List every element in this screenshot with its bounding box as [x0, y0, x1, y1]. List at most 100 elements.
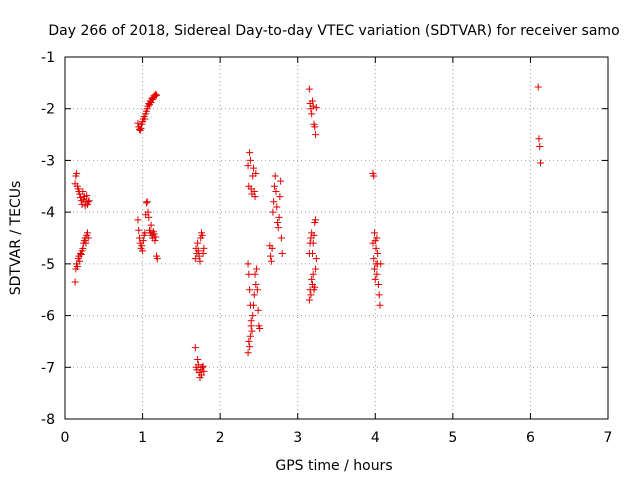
data-point — [152, 233, 160, 241]
data-point — [84, 198, 92, 206]
x-tick-label: 3 — [293, 430, 302, 446]
data-point — [135, 234, 143, 242]
data-point — [151, 237, 159, 245]
data-point — [244, 162, 252, 170]
data-point — [278, 250, 286, 258]
data-point — [77, 194, 85, 202]
data-point — [277, 234, 285, 242]
data-point — [198, 363, 206, 371]
data-point — [135, 226, 143, 234]
data-point — [275, 213, 283, 221]
y-tick-label: -1 — [41, 50, 55, 66]
y-tick-label: -6 — [41, 309, 55, 325]
data-point — [250, 187, 258, 195]
data-point — [371, 265, 379, 273]
data-point — [196, 257, 204, 265]
data-point — [305, 85, 313, 93]
data-point — [244, 349, 252, 357]
data-point — [375, 291, 383, 299]
x-tick-label: 7 — [604, 430, 613, 446]
data-point — [270, 198, 278, 206]
data-point — [307, 291, 315, 299]
data-point — [311, 123, 319, 131]
data-point — [152, 90, 160, 98]
data-point — [194, 239, 202, 247]
data-point — [84, 234, 92, 242]
data-point — [83, 192, 91, 200]
data-point — [376, 301, 384, 309]
y-tick-label: -3 — [41, 153, 55, 169]
data-point — [85, 197, 93, 205]
data-point — [271, 172, 279, 180]
data-point — [374, 250, 382, 258]
data-point — [370, 172, 378, 180]
data-point — [71, 278, 79, 286]
grid-layer — [65, 57, 608, 419]
data-point — [274, 224, 282, 232]
data-point — [153, 255, 161, 263]
data-point — [247, 322, 255, 330]
y-axis-label: SDTVAR / TECUs — [8, 181, 24, 296]
data-point — [246, 149, 254, 157]
data-point — [246, 343, 254, 351]
data-point — [195, 252, 203, 260]
y-tick-label: -7 — [41, 360, 55, 376]
data-point — [199, 362, 207, 370]
data-point — [308, 110, 316, 118]
data-point — [198, 231, 206, 239]
data-point — [256, 325, 264, 332]
data-point — [147, 221, 155, 229]
data-point — [73, 262, 81, 270]
data-point — [536, 142, 544, 150]
data-point — [309, 239, 317, 247]
data-point — [134, 216, 142, 224]
data-point — [141, 115, 149, 123]
data-point — [198, 371, 206, 379]
data-point — [309, 102, 317, 110]
data-point — [134, 119, 142, 127]
x-tick-label: 5 — [448, 430, 457, 446]
data-point — [79, 244, 87, 252]
data-point — [245, 337, 253, 345]
x-tick-label: 6 — [526, 430, 535, 446]
data-point — [200, 367, 208, 375]
data-point — [138, 242, 146, 250]
data-point — [135, 125, 143, 133]
x-tick-label: 0 — [61, 430, 70, 446]
data-point — [245, 270, 253, 278]
y-tick-label: -5 — [41, 257, 55, 273]
data-point — [191, 255, 199, 263]
data-point — [309, 270, 317, 278]
data-point — [537, 159, 545, 167]
data-point — [251, 270, 259, 278]
data-point — [373, 270, 381, 278]
y-tick-label: -8 — [41, 412, 55, 428]
data-point — [73, 169, 81, 177]
data-point — [273, 203, 281, 211]
x-tick-label: 4 — [371, 430, 380, 446]
data-point — [200, 244, 208, 252]
data-point — [274, 218, 282, 226]
data-point — [139, 237, 147, 245]
data-point — [147, 99, 155, 107]
data-point — [312, 104, 320, 112]
data-point — [79, 187, 87, 195]
data-point — [246, 332, 254, 340]
data-point — [253, 265, 261, 273]
data-point — [143, 198, 151, 206]
data-point — [76, 257, 84, 265]
data-point — [268, 244, 276, 252]
data-point — [253, 286, 261, 294]
data-point-layer — [71, 83, 545, 382]
y-tick-label: -4 — [41, 205, 55, 221]
data-point — [372, 244, 380, 252]
data-point — [371, 275, 379, 283]
data-point — [374, 281, 382, 289]
data-point — [246, 156, 254, 164]
data-point — [305, 296, 313, 304]
data-point — [534, 83, 542, 91]
data-point — [312, 216, 320, 224]
y-tick-label: -2 — [41, 102, 55, 118]
data-point — [249, 164, 257, 172]
data-point — [139, 247, 147, 255]
